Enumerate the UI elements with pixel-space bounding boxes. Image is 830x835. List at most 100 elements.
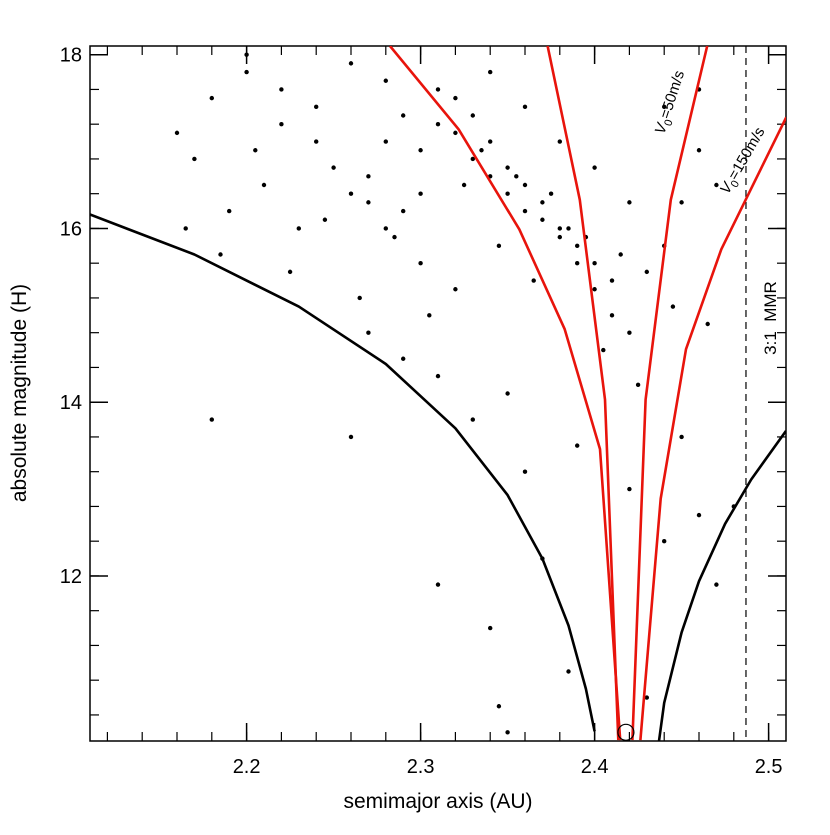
- data-point: [227, 208, 232, 214]
- data-point: [575, 243, 580, 249]
- data-point: [401, 208, 406, 214]
- data-point: [192, 156, 197, 162]
- envelope-curve: [388, 46, 622, 741]
- data-point: [218, 252, 223, 257]
- data-point: [627, 486, 632, 492]
- data-point: [488, 69, 493, 75]
- data-point: [470, 417, 475, 422]
- data-point: [209, 95, 214, 101]
- data-point: [488, 139, 493, 144]
- data-point: [392, 234, 397, 240]
- y-tick-label: 12: [60, 566, 82, 588]
- data-point: [557, 226, 562, 231]
- data-point: [427, 313, 432, 318]
- data-point: [662, 104, 667, 110]
- velocity-label: V0=150m/s: [717, 124, 771, 198]
- data-point: [244, 69, 249, 75]
- data-point: [670, 304, 676, 309]
- data-point: [357, 295, 362, 301]
- data-point: [618, 252, 623, 257]
- data-point: [714, 582, 719, 587]
- data-point: [522, 208, 528, 214]
- plot-frame: [89, 45, 787, 742]
- data-point: [435, 121, 441, 127]
- data-point: [696, 148, 702, 153]
- plot-area: [90, 46, 786, 741]
- y-axis-label: absolute magnitude (H): [8, 284, 31, 502]
- x-tick-label: 2.3: [407, 756, 435, 778]
- y-tick-label: 16: [60, 218, 82, 240]
- label-rest: =150m/s: [725, 124, 769, 183]
- data-point: [174, 130, 180, 136]
- data-point: [453, 95, 458, 101]
- data-point: [505, 165, 510, 170]
- data-point: [496, 243, 502, 249]
- data-point: [253, 148, 258, 153]
- data-point: [479, 148, 484, 153]
- data-point: [418, 260, 423, 266]
- mmr-label: 3:1 MMR: [761, 281, 780, 355]
- data-point: [592, 260, 597, 266]
- data-point: [244, 52, 249, 57]
- data-point: [566, 669, 571, 674]
- data-point: [514, 174, 519, 179]
- envelope-curve: [639, 116, 786, 741]
- data-point: [261, 182, 267, 188]
- data-point: [435, 582, 441, 587]
- envelope-curve: [631, 46, 709, 741]
- data-point: [662, 538, 667, 544]
- data-point: [366, 330, 371, 335]
- data-point: [522, 182, 528, 188]
- data-point: [383, 226, 388, 231]
- y-tick-label: 18: [60, 45, 82, 67]
- data-point: [322, 217, 328, 222]
- data-point: [592, 165, 597, 170]
- data-point: [679, 200, 684, 205]
- data-point: [348, 61, 354, 66]
- data-point: [557, 234, 562, 240]
- data-point: [522, 104, 528, 110]
- data-point: [453, 287, 458, 292]
- data-point: [679, 434, 684, 440]
- data-point: [540, 217, 545, 222]
- data-point: [279, 87, 284, 92]
- envelope-curve: [90, 213, 596, 732]
- data-point: [644, 695, 649, 700]
- data-point: [575, 260, 580, 266]
- data-point: [592, 287, 597, 292]
- data-point: [296, 226, 301, 231]
- data-point: [540, 200, 545, 205]
- data-point: [279, 121, 284, 127]
- data-point: [418, 191, 423, 196]
- data-point: [644, 269, 649, 275]
- data-point: [435, 373, 441, 379]
- envelope-curve: [546, 46, 620, 741]
- data-point: [314, 139, 319, 144]
- data-point: [505, 391, 510, 396]
- data-point: [627, 330, 632, 335]
- data-point: [209, 417, 214, 422]
- data-point: [548, 191, 554, 196]
- x-tick-label: 2.5: [755, 756, 783, 778]
- data-point: [705, 321, 710, 327]
- data-point: [453, 130, 458, 136]
- data-point: [366, 200, 371, 205]
- velocity-label: V0=50m/s: [652, 68, 691, 137]
- data-point: [505, 191, 510, 196]
- x-tick-label: 2.4: [581, 756, 609, 778]
- label-rest: =50m/s: [657, 68, 688, 120]
- data-point: [366, 174, 371, 179]
- data-point: [609, 313, 615, 318]
- data-point: [418, 148, 423, 153]
- envelope-curve: [657, 430, 786, 741]
- x-tick-label: 2.2: [233, 756, 261, 778]
- data-point: [331, 165, 336, 170]
- data-point: [348, 191, 354, 196]
- data-point: [714, 182, 719, 188]
- data-point: [609, 278, 615, 283]
- data-point: [635, 382, 641, 388]
- data-point: [183, 226, 188, 231]
- subscript: 0: [662, 118, 675, 128]
- data-point: [470, 113, 475, 118]
